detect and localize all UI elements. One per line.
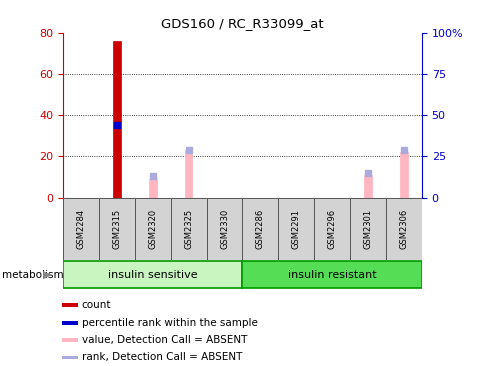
Bar	[135, 198, 170, 260]
Text: GSM2301: GSM2301	[363, 209, 372, 249]
Bar	[61, 321, 78, 325]
Bar	[184, 150, 192, 198]
Text: ▶: ▶	[43, 269, 51, 280]
Text: GSM2320: GSM2320	[148, 209, 157, 249]
Text: GSM2291: GSM2291	[291, 209, 300, 249]
Text: percentile rank within the sample: percentile rank within the sample	[81, 318, 257, 328]
Bar	[61, 338, 78, 342]
Text: GSM2306: GSM2306	[399, 209, 408, 249]
Text: count: count	[81, 300, 111, 310]
Bar	[61, 303, 78, 307]
Bar	[61, 355, 78, 359]
Bar	[399, 152, 407, 198]
Text: GSM2315: GSM2315	[112, 209, 121, 249]
Bar	[63, 198, 99, 260]
Text: GSM2284: GSM2284	[76, 209, 85, 249]
Text: GSM2330: GSM2330	[220, 209, 228, 249]
Bar	[314, 198, 349, 260]
Bar	[242, 261, 421, 288]
Title: GDS160 / RC_R33099_at: GDS160 / RC_R33099_at	[161, 17, 323, 30]
Text: GSM2296: GSM2296	[327, 209, 336, 249]
Text: GSM2286: GSM2286	[256, 209, 264, 249]
Bar	[149, 179, 156, 198]
Bar	[363, 175, 371, 198]
Text: value, Detection Call = ABSENT: value, Detection Call = ABSENT	[81, 335, 246, 345]
Bar	[170, 198, 206, 260]
Bar	[99, 198, 135, 260]
Text: rank, Detection Call = ABSENT: rank, Detection Call = ABSENT	[81, 352, 242, 362]
Bar	[242, 198, 278, 260]
Text: GSM2325: GSM2325	[184, 209, 193, 249]
Bar	[385, 198, 421, 260]
Text: insulin resistant: insulin resistant	[287, 269, 376, 280]
Bar	[349, 198, 385, 260]
Bar	[206, 198, 242, 260]
Bar	[278, 198, 314, 260]
Text: metabolism: metabolism	[2, 269, 64, 280]
Text: insulin sensitive: insulin sensitive	[108, 269, 197, 280]
Bar	[63, 261, 242, 288]
Bar	[113, 41, 121, 198]
